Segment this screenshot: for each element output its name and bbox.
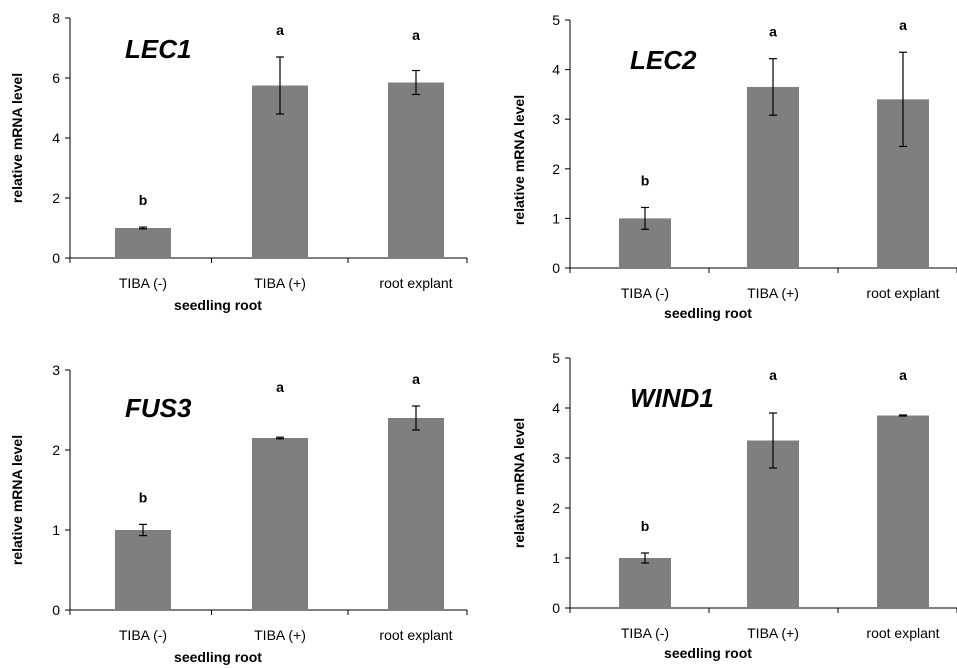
- x-group-label: seedling root: [174, 297, 262, 313]
- error-bar: [139, 523, 147, 537]
- significance-letter: a: [769, 367, 777, 383]
- chart-title: WIND1: [630, 383, 714, 413]
- y-tick-label: 4: [552, 400, 560, 416]
- significance-letter: a: [769, 24, 777, 40]
- y-tick-label: 4: [52, 130, 60, 146]
- x-category-label: TIBA (+): [254, 627, 306, 643]
- error-bar: [139, 226, 147, 230]
- x-category-label: TIBA (-): [119, 627, 167, 643]
- chart-panel-lec1: 0 2 4 6 8 b TIBA (-) a TIBA (+) a root explant seed…: [9, 10, 468, 313]
- y-tick-label: 3: [552, 450, 560, 466]
- error-bar: [899, 51, 907, 148]
- error-bar: [276, 436, 284, 440]
- significance-letter: b: [641, 172, 650, 188]
- bar: [388, 418, 444, 610]
- error-bar: [276, 56, 284, 115]
- bar: [252, 438, 308, 610]
- significance-letter: a: [412, 371, 420, 387]
- y-tick-label: 0: [52, 602, 60, 618]
- error-bar: [641, 552, 649, 564]
- y-tick-label: 2: [552, 161, 560, 177]
- bar: [619, 558, 671, 608]
- y-tick-label: 4: [552, 62, 560, 78]
- y-tick-label: 1: [552, 550, 560, 566]
- significance-letter: b: [139, 489, 148, 505]
- y-axis-title: relative mRNA level: [9, 435, 25, 565]
- bar: [877, 415, 929, 608]
- significance-letter: a: [899, 17, 907, 33]
- x-category-label: root explant: [866, 625, 939, 641]
- bar: [388, 82, 444, 258]
- x-group-label: seedling root: [664, 645, 752, 661]
- y-axis-title: relative mRNA level: [9, 73, 25, 203]
- y-axis-title: relative mRNA level: [511, 418, 527, 548]
- y-tick-label: 6: [52, 70, 60, 86]
- chart-title: FUS3: [125, 393, 192, 423]
- y-tick-label: 0: [52, 250, 60, 266]
- error-bar: [899, 414, 907, 417]
- x-category-label: TIBA (+): [747, 625, 799, 641]
- x-category-label: TIBA (+): [254, 275, 306, 291]
- significance-letter: b: [139, 192, 148, 208]
- error-bar: [412, 405, 420, 431]
- x-category-label: TIBA (+): [747, 285, 799, 301]
- bar: [115, 530, 171, 610]
- y-tick-label: 0: [552, 600, 560, 616]
- bar: [115, 228, 171, 258]
- x-category-label: root explant: [379, 627, 452, 643]
- significance-letter: b: [641, 518, 650, 534]
- y-axis-title: relative mRNA level: [511, 95, 527, 225]
- chart-title: LEC2: [630, 45, 697, 75]
- x-category-label: root explant: [379, 275, 452, 291]
- error-bar: [641, 206, 649, 230]
- error-bar: [769, 58, 777, 116]
- y-tick-label: 8: [52, 10, 60, 26]
- y-tick-label: 0: [552, 260, 560, 276]
- chart-panel-fus3: 0 1 2 3 b TIBA (-) a TIBA (+) a root explant seedl…: [9, 362, 468, 665]
- significance-letter: a: [412, 27, 420, 43]
- significance-letter: a: [276, 379, 284, 395]
- y-tick-label: 2: [52, 442, 60, 458]
- x-category-label: TIBA (-): [621, 625, 669, 641]
- y-tick-label: 1: [52, 522, 60, 538]
- y-tick-label: 1: [552, 210, 560, 226]
- chart-panel-lec2: 0 1 2 3 4 5 b TIBA (-) a TIBA (+) a root explant see…: [511, 12, 957, 321]
- significance-letter: a: [899, 367, 907, 383]
- x-category-label: TIBA (-): [621, 285, 669, 301]
- y-tick-label: 3: [552, 111, 560, 127]
- chart-panel-wind1: 0 1 2 3 4 5 b TIBA (-) a TIBA (+) a root explant see…: [511, 350, 957, 661]
- error-bar: [412, 69, 420, 96]
- y-tick-label: 2: [52, 190, 60, 206]
- y-tick-label: 5: [552, 350, 560, 366]
- y-tick-label: 2: [552, 500, 560, 516]
- x-group-label: seedling root: [174, 649, 262, 665]
- y-tick-label: 5: [552, 12, 560, 28]
- error-bar: [769, 412, 777, 469]
- significance-letter: a: [276, 22, 284, 38]
- y-tick-label: 3: [52, 362, 60, 378]
- bar: [747, 86, 799, 269]
- x-group-label: seedling root: [664, 305, 752, 321]
- x-category-label: root explant: [866, 285, 939, 301]
- chart-title: LEC1: [125, 34, 191, 64]
- x-category-label: TIBA (-): [119, 275, 167, 291]
